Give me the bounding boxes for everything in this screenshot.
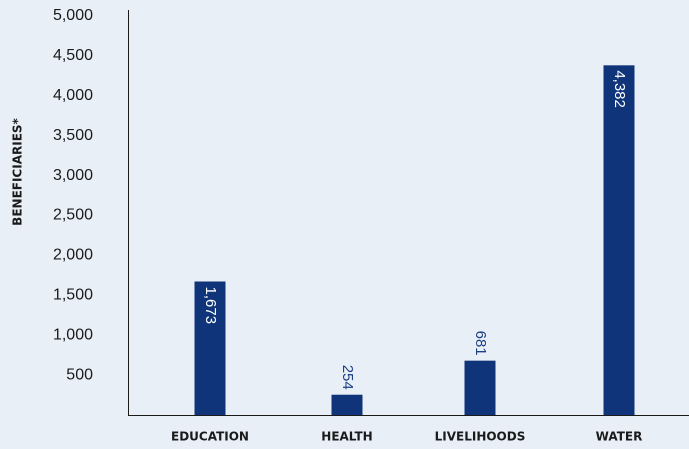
bar-value-label: 1,673 [202,286,219,324]
y-tick-label: 500 [66,366,93,383]
bar-value-label: 254 [339,365,356,390]
y-tick-label: 3,000 [53,167,93,184]
x-category-label: WATER [596,430,643,444]
bar-value-label: 4,382 [611,70,628,108]
y-tick-label: 2,500 [53,207,93,224]
data-labels: 1,673 254 681 4,382 [202,70,628,389]
bar-value-label: 681 [472,331,489,356]
y-tick-label: 3,500 [53,127,93,144]
y-tick-label: 2,000 [53,247,93,264]
x-category-label: LIVELIHOODS [435,430,526,444]
x-category-label: HEALTH [321,430,372,444]
bar [194,281,226,415]
y-tick-label: 4,500 [53,47,93,64]
bars [194,65,635,415]
y-tick-label: 1,500 [53,287,93,304]
bar [331,394,363,415]
category-labels: EDUCATION HEALTH LIVELIHOODS WATER [171,430,642,444]
y-tick-label: 4,000 [53,87,93,104]
y-axis-title: BENEFICIARIES* [11,117,25,225]
bar [464,360,496,415]
y-tick-label: 1,000 [53,326,93,343]
x-category-label: EDUCATION [171,430,249,444]
bar [603,65,635,415]
y-tick-label: 5,000 [53,7,93,24]
y-tick-labels: 500 1,000 1,500 2,000 2,500 3,000 3,500 4,000 4,… [53,7,93,383]
